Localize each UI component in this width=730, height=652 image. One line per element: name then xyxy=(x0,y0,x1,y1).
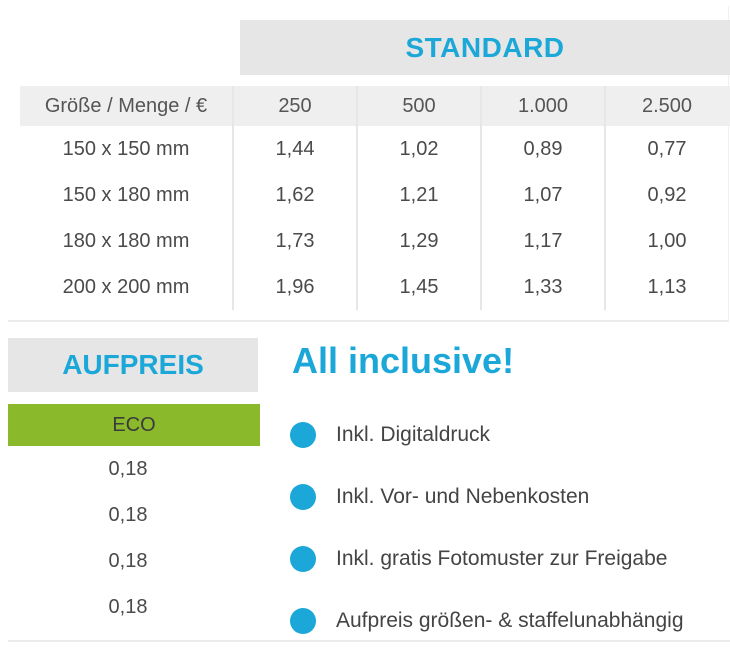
table-header-row: Größe / Menge / € 250 500 1.000 2.500 xyxy=(20,86,730,126)
column-header-500: 500 xyxy=(358,86,482,126)
price-cell: 1,33 xyxy=(482,264,606,310)
feature-item: Inkl. gratis Fotomuster zur Freigabe xyxy=(290,528,684,590)
price-cell: 1,21 xyxy=(358,172,482,218)
feature-text: Inkl. gratis Fotomuster zur Freigabe xyxy=(336,547,668,570)
price-cell: 0,92 xyxy=(647,183,687,206)
bullet-dot-icon xyxy=(290,608,316,634)
column-header-2500: 2.500 xyxy=(641,94,693,117)
feature-item: Inkl. Digitaldruck xyxy=(290,404,684,466)
aufpreis-value: 0,18 xyxy=(108,457,148,480)
eco-label: ECO xyxy=(8,404,260,446)
inclusive-feature-list: Inkl. Digitaldruck Inkl. Vor- und Nebenk… xyxy=(290,404,684,652)
column-header-size: Größe / Menge / € xyxy=(20,86,234,126)
price-cell: 1,44 xyxy=(234,126,358,172)
price-cell: 1,62 xyxy=(234,172,358,218)
price-cell: 1,13 xyxy=(647,275,687,298)
price-cell: 1,96 xyxy=(234,264,358,310)
standard-header: STANDARD xyxy=(240,20,730,75)
aufpreis-value: 0,18 xyxy=(108,549,148,572)
feature-text: Inkl. Digitaldruck xyxy=(336,423,491,446)
aufpreis-value: 0,18 xyxy=(108,595,148,618)
bullet-dot-icon xyxy=(290,484,316,510)
feature-text: Aufpreis größen- & staffelunabhängig xyxy=(336,609,684,632)
price-cell: 0,89 xyxy=(482,126,606,172)
price-cell: 1,02 xyxy=(358,126,482,172)
price-cell: 1,07 xyxy=(482,172,606,218)
feature-text: Inkl. Vor- und Nebenkosten xyxy=(336,485,590,508)
table-row: 180 x 180 mm 1,73 1,29 1,17 1,00 xyxy=(20,218,730,264)
row-size-label: 180 x 180 mm xyxy=(20,218,234,264)
bullet-dot-icon xyxy=(290,422,316,448)
all-inclusive-title: All inclusive! xyxy=(292,340,515,381)
feature-item: Aufpreis größen- & staffelunabhängig xyxy=(290,590,684,652)
price-cell: 1,45 xyxy=(358,264,482,310)
column-header-250: 250 xyxy=(234,86,358,126)
price-cell: 1,29 xyxy=(358,218,482,264)
table-row: 200 x 200 mm 1,96 1,45 1,33 1,13 xyxy=(20,264,730,310)
price-cell: 1,17 xyxy=(482,218,606,264)
feature-item: Inkl. Vor- und Nebenkosten xyxy=(290,466,684,528)
table-row: 150 x 150 mm 1,44 1,02 0,89 0,77 xyxy=(20,126,730,172)
bullet-dot-icon xyxy=(290,546,316,572)
aufpreis-value: 0,18 xyxy=(108,503,148,526)
column-header-1000: 1.000 xyxy=(482,86,606,126)
price-cell: 1,00 xyxy=(647,229,687,252)
aufpreis-header: AUFPREIS xyxy=(8,338,258,392)
row-size-label: 150 x 180 mm xyxy=(20,172,234,218)
price-cell: 0,77 xyxy=(647,137,687,160)
standard-price-table: Größe / Menge / € 250 500 1.000 2.500 15… xyxy=(20,86,730,310)
bottom-divider xyxy=(8,640,730,642)
aufpreis-values-list: 0,18 0,18 0,18 0,18 xyxy=(8,446,248,630)
row-size-label: 200 x 200 mm xyxy=(20,264,234,310)
price-cell: 1,73 xyxy=(234,218,358,264)
row-size-label: 150 x 150 mm xyxy=(20,126,234,172)
table-row: 150 x 180 mm 1,62 1,21 1,07 0,92 xyxy=(20,172,730,218)
